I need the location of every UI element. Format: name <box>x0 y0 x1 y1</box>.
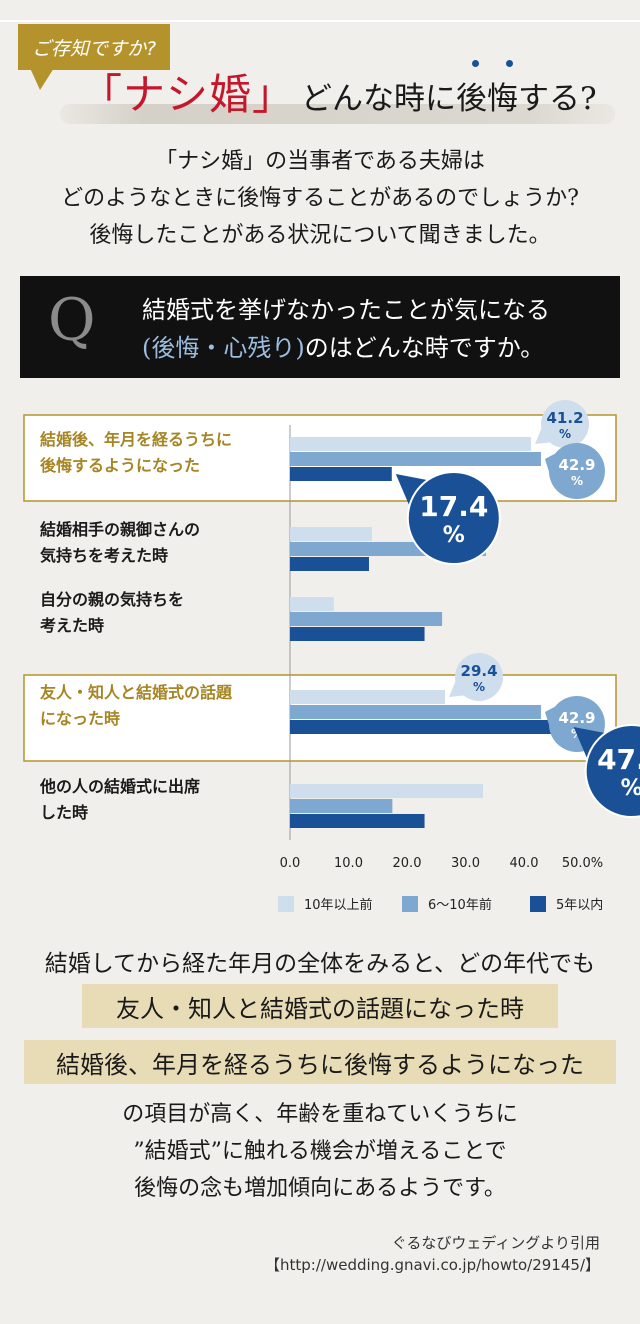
category-label: 後悔するようになった <box>40 456 200 475</box>
bar <box>290 597 334 611</box>
bar <box>290 612 443 626</box>
callout-unit: % <box>621 776 640 801</box>
callout-pointer <box>535 428 550 444</box>
bar <box>290 705 541 719</box>
category-label: した時 <box>40 803 88 822</box>
callout-pointer <box>395 474 428 506</box>
summary-line: 後悔の念も増加傾向にあるようです。 <box>134 1176 506 1201</box>
legend-swatch <box>278 896 294 912</box>
x-tick-label: 20.0 <box>393 856 422 871</box>
source-url: 【http://wedding.gnavi.co.jp/howto/29145/… <box>265 1256 600 1274</box>
x-tick-label: 10.0 <box>334 856 363 871</box>
category-label: 気持ちを考えた時 <box>40 546 168 565</box>
summary-line: の項目が高く、年齢を重ねていくうちに <box>122 1102 518 1127</box>
category-label: 他の人の結婚式に出席 <box>39 777 200 796</box>
category-label: 友人・知人と結婚式の話題 <box>40 683 233 702</box>
intro-line: 後悔したことがある状況について聞きました。 <box>89 223 551 248</box>
callout-unit: % <box>443 523 465 548</box>
legend-label: 5年以内 <box>556 897 603 913</box>
question-line-1: 結婚式を挙げなかったことが気になる <box>142 296 550 324</box>
summary-line: ”結婚式”に触れる機会が増えることで <box>133 1139 507 1164</box>
legend-swatch <box>530 896 546 912</box>
intro-line: どのようなときに後悔することがあるのでしょうか? <box>61 186 579 211</box>
callout-pointer <box>449 681 464 697</box>
x-tick-label: 0.0 <box>280 856 301 871</box>
bar <box>290 437 532 451</box>
callout-bubble <box>584 724 640 818</box>
intro-line: 「ナシ婚」の当事者である夫婦は <box>155 149 485 174</box>
summary-highlight-2: 結婚後、年月を経るうちに後悔するようになった <box>24 1040 616 1084</box>
bar <box>290 690 446 704</box>
callout-unit: % <box>571 474 583 488</box>
legend-label: 6〜10年前 <box>428 897 492 913</box>
bar <box>290 799 393 813</box>
bar <box>290 452 541 466</box>
category-label: 結婚相手の親御さんの <box>40 520 200 539</box>
bar <box>290 467 392 481</box>
intro-text: 「ナシ婚」の当事者である夫婦は どのようなときに後悔することがあるのでしょうか?… <box>0 143 640 254</box>
title-rest: どんな時に後悔する? <box>301 81 597 117</box>
source-line-1: ぐるなびウェディングより引用 <box>391 1234 600 1252</box>
category-label: 結婚後、年月を経るうちに <box>40 430 232 449</box>
x-tick-label: 50.0% <box>562 856 603 871</box>
callout-value: 41.2 <box>547 409 584 427</box>
callout-bubble <box>541 400 590 448</box>
top-divider <box>0 20 640 22</box>
callout-unit: % <box>473 680 485 694</box>
bar <box>290 814 425 828</box>
page-title: 「ナシ婚」 どんな時に後悔する? <box>80 66 597 122</box>
legend-label: 10年以上前 <box>304 897 373 913</box>
title-main: 「ナシ婚」 <box>80 70 296 119</box>
callout-bubble <box>406 471 501 565</box>
question-line-2: (後悔・心残り)のはどんな時ですか。 <box>142 328 544 363</box>
callout-value: 47.8 <box>597 743 640 776</box>
callout-bubble <box>548 443 605 499</box>
chart-svg: 結婚後、年月を経るうちに後悔するようになった結婚相手の親御さんの気持ちを考えた時… <box>23 400 640 913</box>
callout-value: 29.4 <box>461 662 498 680</box>
callout-pointer <box>573 727 606 759</box>
category-label: になった時 <box>40 709 120 728</box>
title-brush-stroke <box>60 104 615 124</box>
did-you-know-tag: ご存知ですか? <box>18 24 170 70</box>
bar <box>290 557 369 571</box>
bar <box>290 784 484 798</box>
question-letter: Q <box>48 286 96 354</box>
callout-value: 17.4 <box>419 490 488 523</box>
summary-line-1: 結婚してから経た年月の全体をみると、どの年代でも <box>44 951 596 977</box>
bar <box>290 627 425 641</box>
x-tick-label: 30.0 <box>451 856 480 871</box>
callout-bubble <box>455 653 504 701</box>
bar-chart: 結婚後、年月を経るうちに 後悔するようになった 結婚相手の親御さんの 気持ちを考えた時… <box>0 395 640 935</box>
tag-tail <box>30 68 54 90</box>
callout-value: 42.9 <box>558 709 595 727</box>
tag-label: ご存知ですか? <box>31 37 157 60</box>
callout-unit: % <box>559 427 571 441</box>
x-tick-label: 40.0 <box>510 856 539 871</box>
question-box: Q 結婚式を挙げなかったことが気になる (後悔・心残り)のはどんな時ですか。 <box>20 276 620 378</box>
callout-value: 42.9 <box>558 456 595 474</box>
bar <box>290 527 372 541</box>
question-highlight: (後悔・心残り) <box>142 334 305 362</box>
summary-highlight-1: 友人・知人と結婚式の話題になった時 <box>82 984 558 1028</box>
question-line-2-rest: のはどんな時ですか。 <box>304 334 545 362</box>
summary-text: の項目が高く、年齢を重ねていくうちに ”結婚式”に触れる機会が増えることで 後悔… <box>0 1096 640 1207</box>
bar <box>290 720 570 734</box>
source-citation: ぐるなびウェディングより引用 【http://wedding.gnavi.co.… <box>265 1232 600 1276</box>
emphasis-dots <box>462 60 518 70</box>
legend-swatch <box>402 896 418 912</box>
category-label: 考えた時 <box>40 616 104 635</box>
category-label: 自分の親の気持ちを <box>40 590 184 609</box>
